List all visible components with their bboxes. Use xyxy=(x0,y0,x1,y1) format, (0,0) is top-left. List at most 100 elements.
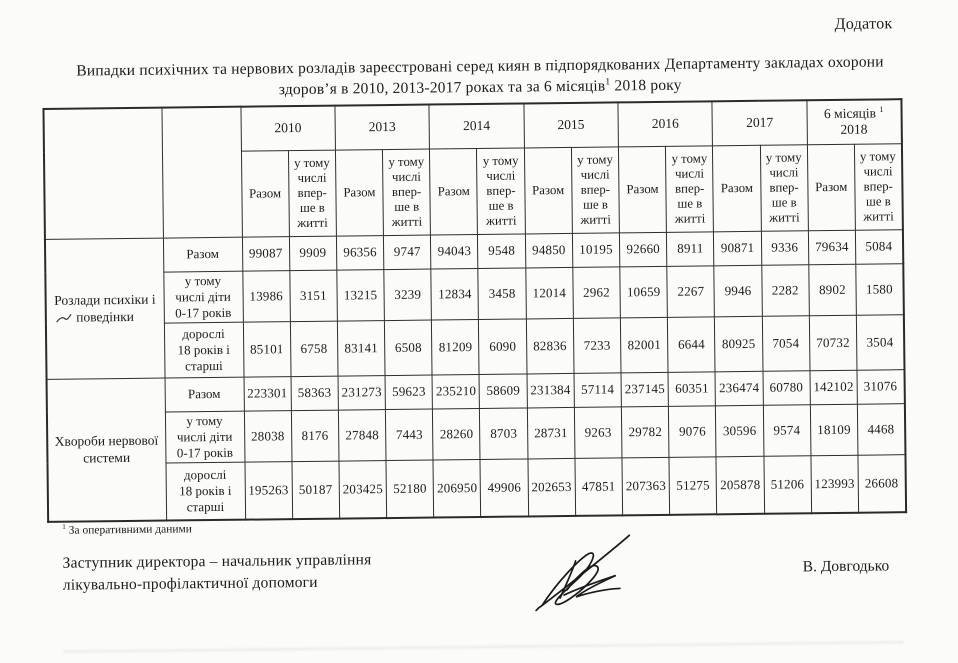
value-cell: 8703 xyxy=(479,407,528,459)
value-cell: 9946 xyxy=(714,264,762,317)
value-cell: 58363 xyxy=(290,375,339,411)
value-cell: 206950 xyxy=(433,458,482,518)
title-line-2: здоров’я в 2010, 2013-2017 роках та за 6… xyxy=(278,77,606,99)
value-cell: 82836 xyxy=(526,317,574,374)
value-cell: 6508 xyxy=(384,319,433,376)
document-title: Випадки психічних та нервових розладів з… xyxy=(45,51,915,103)
value-cell: 28038 xyxy=(243,410,292,462)
value-cell: 82001 xyxy=(620,316,669,373)
value-cell: 223301 xyxy=(243,376,292,411)
value-cell: 6090 xyxy=(478,318,527,374)
value-cell: 142102 xyxy=(809,369,858,405)
col-header-first-time: у тому числі впер- ше в житті xyxy=(288,149,337,237)
value-cell: 60351 xyxy=(668,371,716,406)
year-header: 2013 xyxy=(334,104,430,150)
value-cell: 3151 xyxy=(289,269,338,322)
col-header-total: Разом xyxy=(240,150,290,237)
col-header-total: Разом xyxy=(335,149,384,236)
value-cell: 6644 xyxy=(667,316,716,372)
value-cell: 231384 xyxy=(526,372,575,408)
corner-cell-subcategory xyxy=(161,106,242,238)
section-label-nervous: Хвороби нервової системи xyxy=(46,377,167,522)
value-cell: 12014 xyxy=(525,266,574,319)
value-cell: 9747 xyxy=(383,234,432,270)
appendix-label: Додаток xyxy=(834,15,893,33)
value-cell: 99087 xyxy=(241,236,290,271)
value-cell: 60780 xyxy=(762,370,811,405)
value-cell: 9336 xyxy=(760,230,809,265)
corner-cell-category xyxy=(43,107,163,239)
value-cell: 237145 xyxy=(621,371,669,407)
value-cell: 3458 xyxy=(478,267,527,320)
value-cell: 8911 xyxy=(666,231,715,266)
value-cell: 30596 xyxy=(715,404,764,457)
value-cell: 51275 xyxy=(669,456,717,515)
year-header: 2017 xyxy=(712,100,808,146)
handwritten-signature xyxy=(529,532,634,613)
value-cell: 2962 xyxy=(572,266,621,318)
value-cell: 207363 xyxy=(621,456,670,516)
value-cell: 58609 xyxy=(479,373,528,408)
value-cell: 94850 xyxy=(525,232,573,268)
value-cell: 31076 xyxy=(856,369,905,404)
value-cell: 9076 xyxy=(668,405,717,457)
value-cell: 50187 xyxy=(291,460,340,520)
value-cell: 8902 xyxy=(808,263,857,316)
scan-artifact xyxy=(63,641,904,653)
value-cell: 12834 xyxy=(431,268,479,320)
period-year: 2018 xyxy=(840,121,868,138)
table-row: дорослі 18 років і старші 85101 6758 831… xyxy=(46,314,905,379)
value-cell: 96356 xyxy=(336,235,384,270)
value-cell: 57114 xyxy=(573,372,622,407)
value-cell: 9263 xyxy=(574,406,622,458)
signature-icon xyxy=(535,534,631,612)
footnote-text: За оперативними даними xyxy=(65,523,192,537)
value-cell: 231273 xyxy=(337,375,386,410)
value-cell: 85101 xyxy=(242,321,291,377)
value-cell: 29782 xyxy=(621,405,670,458)
title-line-2-end: 2018 року xyxy=(610,76,682,95)
value-cell: 92660 xyxy=(619,231,667,267)
value-cell: 18109 xyxy=(810,403,858,456)
value-cell: 7233 xyxy=(573,317,622,373)
section-label-mental: Розлади психіки і поведінки xyxy=(44,237,165,379)
col-header-total: Разом xyxy=(807,143,856,231)
col-header-total: Разом xyxy=(429,148,478,235)
row-label: Разом xyxy=(164,376,244,412)
year-header: 2015 xyxy=(523,102,619,148)
value-cell: 3239 xyxy=(383,268,432,321)
value-cell: 3504 xyxy=(856,314,905,370)
col-header-first-time: у тому числі впер- ше в житті xyxy=(665,145,714,232)
value-cell: 26608 xyxy=(857,454,906,513)
value-cell: 79634 xyxy=(808,229,856,265)
value-cell: 123993 xyxy=(810,454,859,514)
value-cell: 10659 xyxy=(619,265,668,318)
value-cell: 7443 xyxy=(385,408,434,461)
year-header: 2014 xyxy=(429,103,525,149)
value-cell: 94043 xyxy=(430,234,479,269)
value-cell: 195263 xyxy=(244,461,293,520)
value-cell: 8176 xyxy=(291,409,339,462)
period-footnote-ref: 1 xyxy=(879,105,884,115)
value-cell: 9909 xyxy=(289,235,337,271)
col-header-first-time: у тому числі впер- ше в житті xyxy=(854,143,903,230)
col-header-total: Разом xyxy=(524,146,573,234)
value-cell: 9548 xyxy=(477,233,526,269)
pen-mark xyxy=(56,314,72,323)
value-cell: 27848 xyxy=(338,409,387,461)
value-cell: 51206 xyxy=(763,455,812,514)
signer-name: В. Довгодько xyxy=(802,557,890,576)
value-cell: 13215 xyxy=(336,269,385,321)
value-cell: 90871 xyxy=(713,230,762,266)
col-header-total: Разом xyxy=(618,145,667,233)
row-label: у тому числі діти 0-17 років xyxy=(163,270,243,323)
row-label: Разом xyxy=(162,236,243,272)
year-header: 2010 xyxy=(240,105,336,151)
row-label: дорослі 18 років і старші xyxy=(163,321,244,378)
value-cell: 5084 xyxy=(855,229,903,264)
value-cell: 81209 xyxy=(431,319,480,375)
value-cell: 235210 xyxy=(432,373,480,409)
row-label: у тому числі діти 0-17 років xyxy=(164,410,245,463)
value-cell: 52180 xyxy=(386,459,434,519)
